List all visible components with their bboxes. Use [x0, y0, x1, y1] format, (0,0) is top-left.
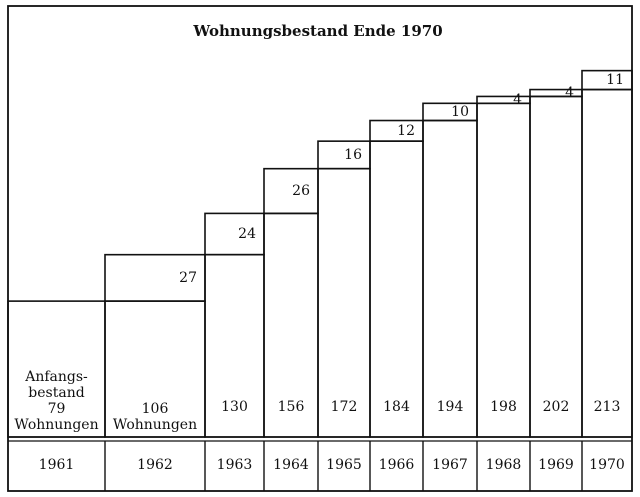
- increment-label: 16: [344, 147, 362, 163]
- unit-label: Wohnungen: [14, 417, 98, 433]
- increment-label: 4: [565, 85, 574, 101]
- base-bar: [317, 167, 371, 438]
- increment-label: 27: [179, 270, 197, 286]
- year-label: 1961: [39, 457, 75, 473]
- year-label: 1966: [379, 457, 415, 473]
- initial-label: bestand: [28, 385, 84, 401]
- initial-label: Anfangs-: [24, 369, 88, 385]
- increment-label: 26: [292, 183, 310, 199]
- base-bar: [369, 140, 424, 438]
- increment-bar: [581, 69, 633, 91]
- year-label: 1962: [137, 457, 173, 473]
- base-bar: [529, 95, 583, 438]
- year-label: 1965: [326, 457, 362, 473]
- base-bar: [422, 119, 478, 438]
- increment-label: 12: [397, 123, 415, 139]
- total-label: 130: [221, 399, 248, 415]
- total-label: 106: [142, 401, 169, 417]
- total-label: 202: [543, 399, 570, 415]
- total-label: 198: [490, 399, 517, 415]
- year-label: 1963: [217, 457, 253, 473]
- unit-label: Wohnungen: [113, 417, 197, 433]
- increment-bar: [529, 88, 583, 98]
- total-label: 213: [594, 399, 621, 415]
- frame: [7, 5, 633, 492]
- year-label: 1969: [538, 457, 574, 473]
- chart-title: Wohnungsbestand Ende 1970: [192, 22, 442, 40]
- increment-bar: [476, 95, 531, 105]
- base-bar: [476, 102, 531, 438]
- increment-label: 4: [513, 92, 522, 108]
- base-bar: [581, 88, 633, 438]
- total-label: 79: [48, 401, 66, 417]
- increment-label: 10: [451, 104, 469, 120]
- year-label: 1967: [432, 457, 468, 473]
- total-label: 172: [331, 399, 358, 415]
- year-label: 1968: [486, 457, 522, 473]
- total-label: 194: [437, 399, 464, 415]
- year-label: 1970: [589, 457, 625, 473]
- total-label: 184: [383, 399, 410, 415]
- year-label: 1964: [273, 457, 309, 473]
- increment-label: 24: [238, 226, 256, 242]
- increment-label: 11: [606, 72, 624, 88]
- total-label: 156: [278, 399, 305, 415]
